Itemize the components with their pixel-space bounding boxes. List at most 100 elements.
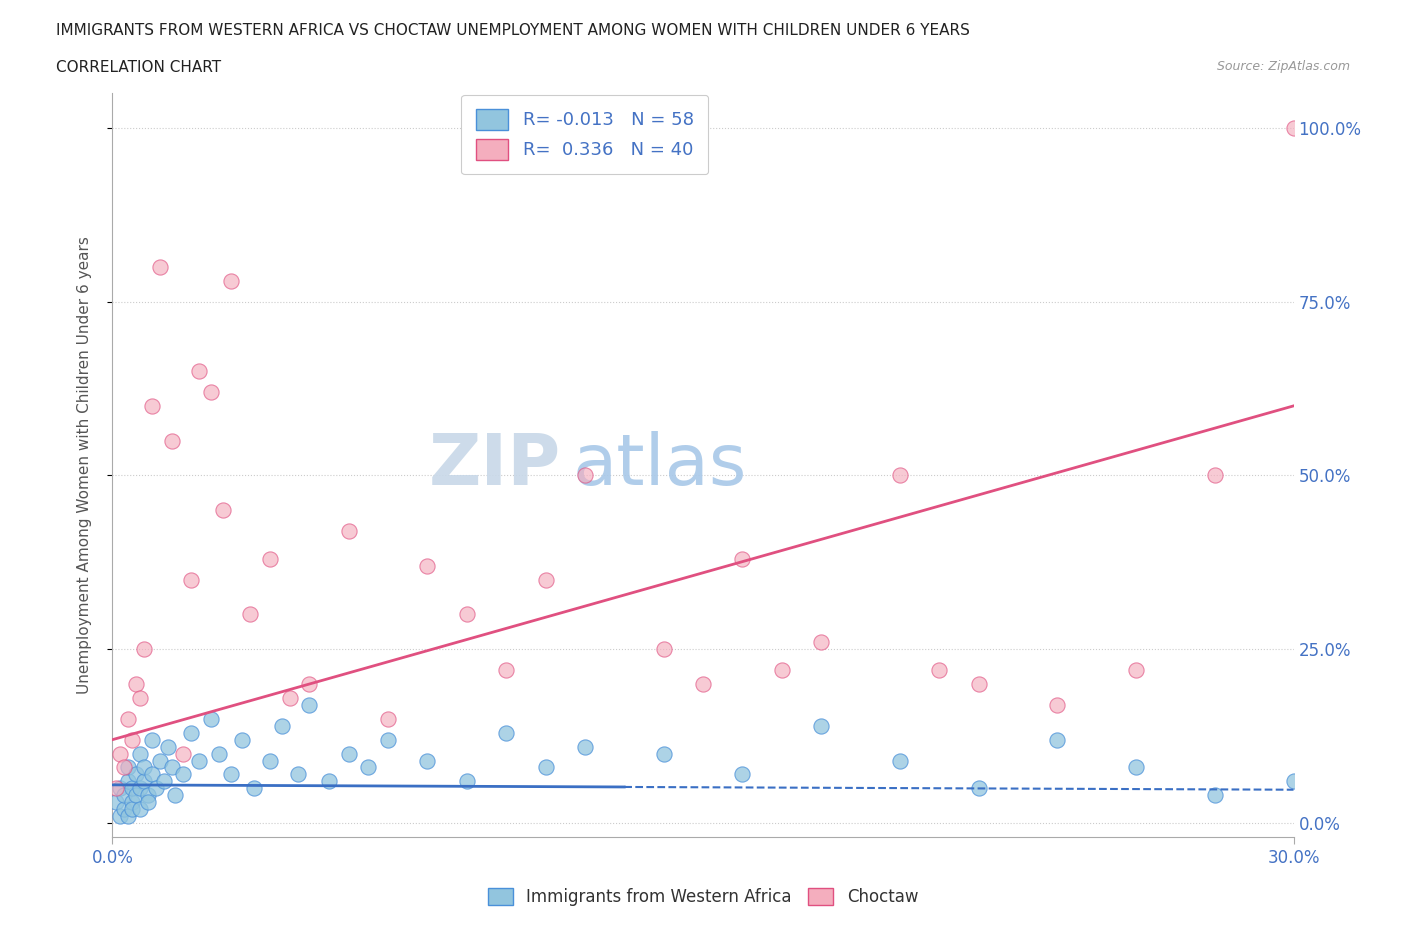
Point <box>180 572 202 587</box>
Point <box>200 384 222 399</box>
Point <box>112 802 135 817</box>
Point <box>141 767 163 782</box>
Point <box>416 753 439 768</box>
Point <box>172 767 194 782</box>
Point <box>156 739 179 754</box>
Point <box>495 725 517 740</box>
Point <box>731 767 754 782</box>
Y-axis label: Unemployment Among Women with Children Under 6 years: Unemployment Among Women with Children U… <box>77 236 91 694</box>
Point <box>259 753 281 768</box>
Point <box>105 781 128 796</box>
Point <box>652 746 675 761</box>
Point <box>129 781 152 796</box>
Point <box>117 711 139 726</box>
Point <box>136 795 159 810</box>
Point <box>337 524 360 538</box>
Point <box>160 433 183 448</box>
Point <box>112 788 135 803</box>
Point <box>219 273 242 288</box>
Point <box>456 774 478 789</box>
Point <box>259 551 281 566</box>
Point <box>211 503 233 518</box>
Point <box>278 690 301 705</box>
Text: Source: ZipAtlas.com: Source: ZipAtlas.com <box>1216 60 1350 73</box>
Point <box>200 711 222 726</box>
Legend: R= -0.013   N = 58, R=  0.336   N = 40: R= -0.013 N = 58, R= 0.336 N = 40 <box>461 95 709 174</box>
Point <box>231 732 253 747</box>
Point <box>132 642 155 657</box>
Point <box>574 468 596 483</box>
Point <box>129 746 152 761</box>
Point <box>889 468 911 483</box>
Point <box>889 753 911 768</box>
Point <box>129 802 152 817</box>
Point <box>121 781 143 796</box>
Point <box>967 677 990 692</box>
Point <box>495 663 517 678</box>
Point <box>1125 760 1147 775</box>
Point <box>377 711 399 726</box>
Point <box>1282 120 1305 135</box>
Point <box>416 558 439 573</box>
Point <box>132 760 155 775</box>
Legend: Immigrants from Western Africa, Choctaw: Immigrants from Western Africa, Choctaw <box>481 881 925 912</box>
Point <box>149 753 172 768</box>
Point <box>105 795 128 810</box>
Point <box>136 788 159 803</box>
Point <box>456 607 478 622</box>
Point <box>152 774 174 789</box>
Point <box>149 259 172 274</box>
Point <box>160 760 183 775</box>
Point <box>652 642 675 657</box>
Point <box>1046 698 1069 712</box>
Text: IMMIGRANTS FROM WESTERN AFRICA VS CHOCTAW UNEMPLOYMENT AMONG WOMEN WITH CHILDREN: IMMIGRANTS FROM WESTERN AFRICA VS CHOCTA… <box>56 23 970 38</box>
Point <box>534 572 557 587</box>
Point <box>298 677 321 692</box>
Point <box>172 746 194 761</box>
Point <box>377 732 399 747</box>
Point <box>165 788 187 803</box>
Point <box>125 788 148 803</box>
Point <box>1282 774 1305 789</box>
Point <box>298 698 321 712</box>
Point <box>121 795 143 810</box>
Point <box>112 760 135 775</box>
Point <box>810 635 832 650</box>
Point <box>1046 732 1069 747</box>
Text: atlas: atlas <box>574 431 748 499</box>
Point <box>117 760 139 775</box>
Point <box>534 760 557 775</box>
Point <box>125 767 148 782</box>
Point <box>318 774 340 789</box>
Text: ZIP: ZIP <box>429 431 561 499</box>
Point <box>1204 468 1226 483</box>
Point <box>125 677 148 692</box>
Point <box>132 774 155 789</box>
Point <box>110 809 132 824</box>
Point <box>121 732 143 747</box>
Point <box>145 781 167 796</box>
Point <box>270 718 292 733</box>
Point <box>129 690 152 705</box>
Point <box>121 802 143 817</box>
Point <box>692 677 714 692</box>
Point <box>188 753 211 768</box>
Point <box>928 663 950 678</box>
Point <box>1204 788 1226 803</box>
Point <box>770 663 793 678</box>
Point <box>117 809 139 824</box>
Point <box>337 746 360 761</box>
Point <box>141 732 163 747</box>
Point <box>239 607 262 622</box>
Point <box>141 398 163 413</box>
Point <box>188 364 211 379</box>
Point <box>574 739 596 754</box>
Point <box>287 767 309 782</box>
Point <box>967 781 990 796</box>
Point <box>180 725 202 740</box>
Point <box>117 774 139 789</box>
Point <box>731 551 754 566</box>
Point <box>110 746 132 761</box>
Text: CORRELATION CHART: CORRELATION CHART <box>56 60 221 75</box>
Point <box>243 781 266 796</box>
